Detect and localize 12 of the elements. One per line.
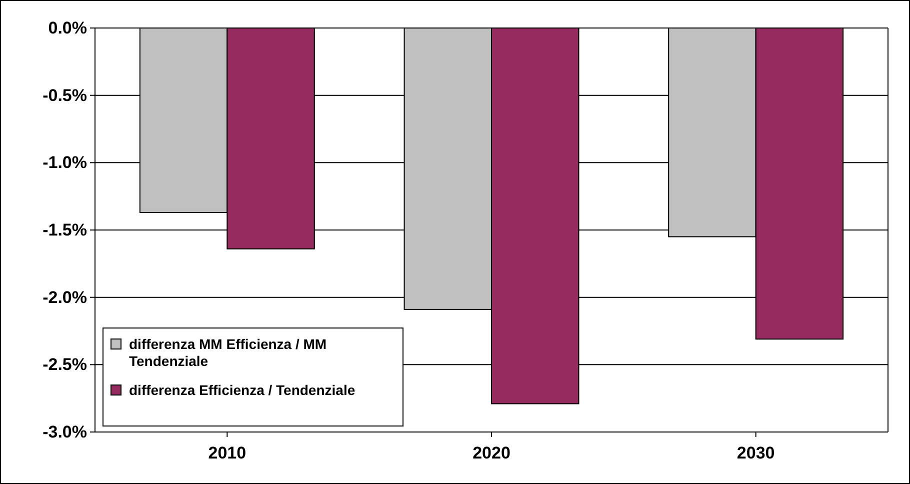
y-tick-label: -0.5% bbox=[42, 86, 87, 105]
y-tick-label: -3.0% bbox=[42, 422, 87, 442]
legend-label: differenza Efficienza / Tendenziale bbox=[129, 382, 356, 398]
y-tick-label: -1.5% bbox=[42, 220, 87, 240]
x-tick-label: 2030 bbox=[736, 444, 775, 463]
y-tick-label: -2.0% bbox=[42, 288, 87, 307]
x-tick-label: 2010 bbox=[208, 444, 246, 463]
x-tick-label: 2020 bbox=[472, 444, 510, 463]
y-tick-label: 0.0% bbox=[48, 18, 87, 38]
legend-label: differenza MM Efficienza / MM Tendenziale bbox=[129, 336, 327, 369]
y-tick-label: -1.0% bbox=[42, 153, 87, 172]
y-tick-label: -2.5% bbox=[42, 355, 87, 374]
